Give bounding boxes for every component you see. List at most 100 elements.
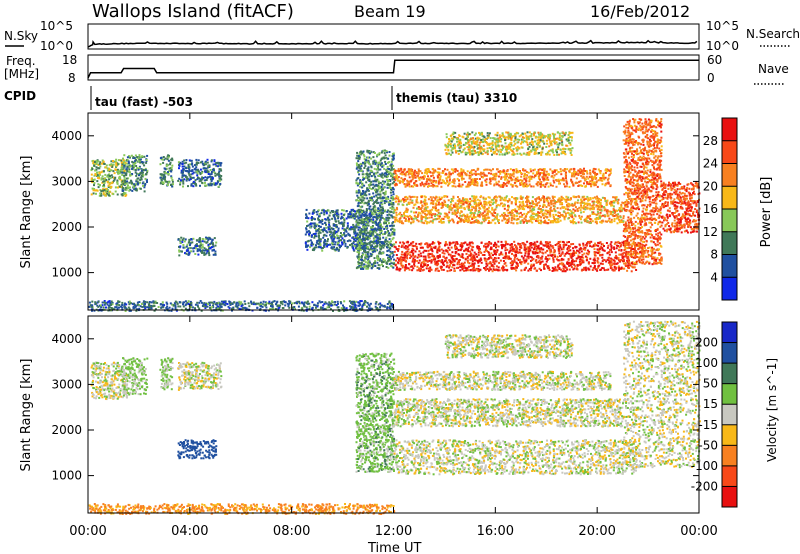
power-cells-cell <box>453 242 455 244</box>
power-cells-cell <box>428 250 430 252</box>
power-cells-cell <box>451 257 453 259</box>
power-cells-cell <box>311 245 313 247</box>
power-cells-cell <box>345 235 347 237</box>
power-cells-cell <box>215 245 217 247</box>
power-cells-cell <box>312 249 314 251</box>
power-cells-cell <box>550 200 552 202</box>
freq-label-line2: [MHz] <box>4 67 39 81</box>
power-cells-cell <box>356 199 358 201</box>
power-cells-cell <box>341 234 343 236</box>
power-cells-cell <box>498 266 500 268</box>
power-cells-cell <box>447 270 449 272</box>
power-cells-cell <box>582 243 584 245</box>
power-cells-cell <box>110 169 112 171</box>
power-cells-cell <box>441 249 443 251</box>
power-cells-cell <box>319 242 321 244</box>
power-cells-cell <box>607 245 609 247</box>
power-cells-cell <box>129 171 131 173</box>
power-cells-cell <box>580 199 582 201</box>
power-cells-cell <box>540 243 542 245</box>
power-cells-cell <box>364 191 366 193</box>
power-cells-cell <box>490 263 492 265</box>
power-cells-cell <box>179 184 181 186</box>
power-cells-cell <box>441 269 443 271</box>
power-cells-cell <box>384 172 386 174</box>
power-cells-cell <box>494 222 496 224</box>
power-cells-cell <box>427 264 429 266</box>
power-cells-cell <box>371 175 373 177</box>
power-cells-cell <box>366 187 368 189</box>
power-cells-cell <box>362 162 364 164</box>
power-cells-cell <box>620 216 622 218</box>
power-cells-cell <box>460 255 462 257</box>
power-cells-cell <box>356 244 358 246</box>
power-cells-cell <box>471 206 473 208</box>
power-cells-cell <box>444 216 446 218</box>
power-cells-cell <box>355 182 357 184</box>
power-cells-cell <box>593 213 595 215</box>
power-cells-cell <box>432 196 434 198</box>
power-cells-cell <box>498 222 500 224</box>
power-cells-cell <box>196 178 198 180</box>
power-cells-cell <box>355 235 357 237</box>
power-cells-cell <box>425 256 427 258</box>
power-cells-cell <box>555 210 557 212</box>
power-cells-cell <box>459 215 461 217</box>
power-cells-cell <box>362 190 364 192</box>
power-cells-cell <box>538 219 540 221</box>
power-cells-cell <box>590 265 592 267</box>
power-cells-cell <box>498 246 500 248</box>
power-cells-cell <box>495 269 497 271</box>
power-cells-cell <box>365 181 367 183</box>
power-cells-cell <box>386 211 388 213</box>
power-cells-cell <box>103 179 105 181</box>
power-cells-cell <box>403 246 405 248</box>
power-cells-cell <box>376 202 378 204</box>
power-cells-cell <box>442 252 444 254</box>
power-cells-cell <box>103 170 105 172</box>
power-cells-cell <box>356 164 358 166</box>
power-cells-cell <box>479 251 481 253</box>
power-cells-cell <box>495 208 497 210</box>
power-cells-cell <box>614 243 616 245</box>
power-cells-cell <box>352 245 354 247</box>
power-cells-cell <box>129 166 131 168</box>
power-cells-cell <box>538 252 540 254</box>
power-cells-cell <box>180 242 182 244</box>
power-cells-cell <box>372 156 374 158</box>
power-cells-cell <box>391 174 393 176</box>
power-cells-cell <box>392 199 394 201</box>
power-cells-cell <box>186 253 188 255</box>
power-cells-cell <box>519 259 521 261</box>
power-cells-cell <box>389 217 391 219</box>
power-cells-cell <box>378 208 380 210</box>
power-cells-cell <box>98 186 100 188</box>
power-cells-cell <box>371 263 373 265</box>
power-cells-cell <box>540 247 542 249</box>
power-cells-cell <box>565 244 567 246</box>
power-cells-cell <box>596 260 598 262</box>
power-cells-cell <box>189 159 191 161</box>
power-cells-cell <box>510 267 512 269</box>
freq-label-line1: Freq. <box>6 54 36 68</box>
power-cells-cell <box>360 215 362 217</box>
power-cells-cell <box>383 228 385 230</box>
power-cells-cell <box>375 179 377 181</box>
power-cells-cell <box>525 251 527 253</box>
power-cells-cell <box>347 225 349 227</box>
power-cells-cell <box>452 259 454 261</box>
power-cells-cell <box>602 215 604 217</box>
power-cells-cell <box>393 230 395 232</box>
power-cells-cell <box>552 270 554 272</box>
power-cells-cell <box>186 178 188 180</box>
power-cells-cell <box>343 234 345 236</box>
power-cells-cell <box>323 243 325 245</box>
power-cells-cell <box>133 186 135 188</box>
power-cells-cell <box>600 241 602 243</box>
power-cells-cell <box>522 201 524 203</box>
power-cells-cell <box>504 244 506 246</box>
power-cells-cell <box>625 265 627 267</box>
power-cells-cell <box>500 199 502 201</box>
power-cells-cell <box>552 197 554 199</box>
power-cells-cell <box>380 209 382 211</box>
